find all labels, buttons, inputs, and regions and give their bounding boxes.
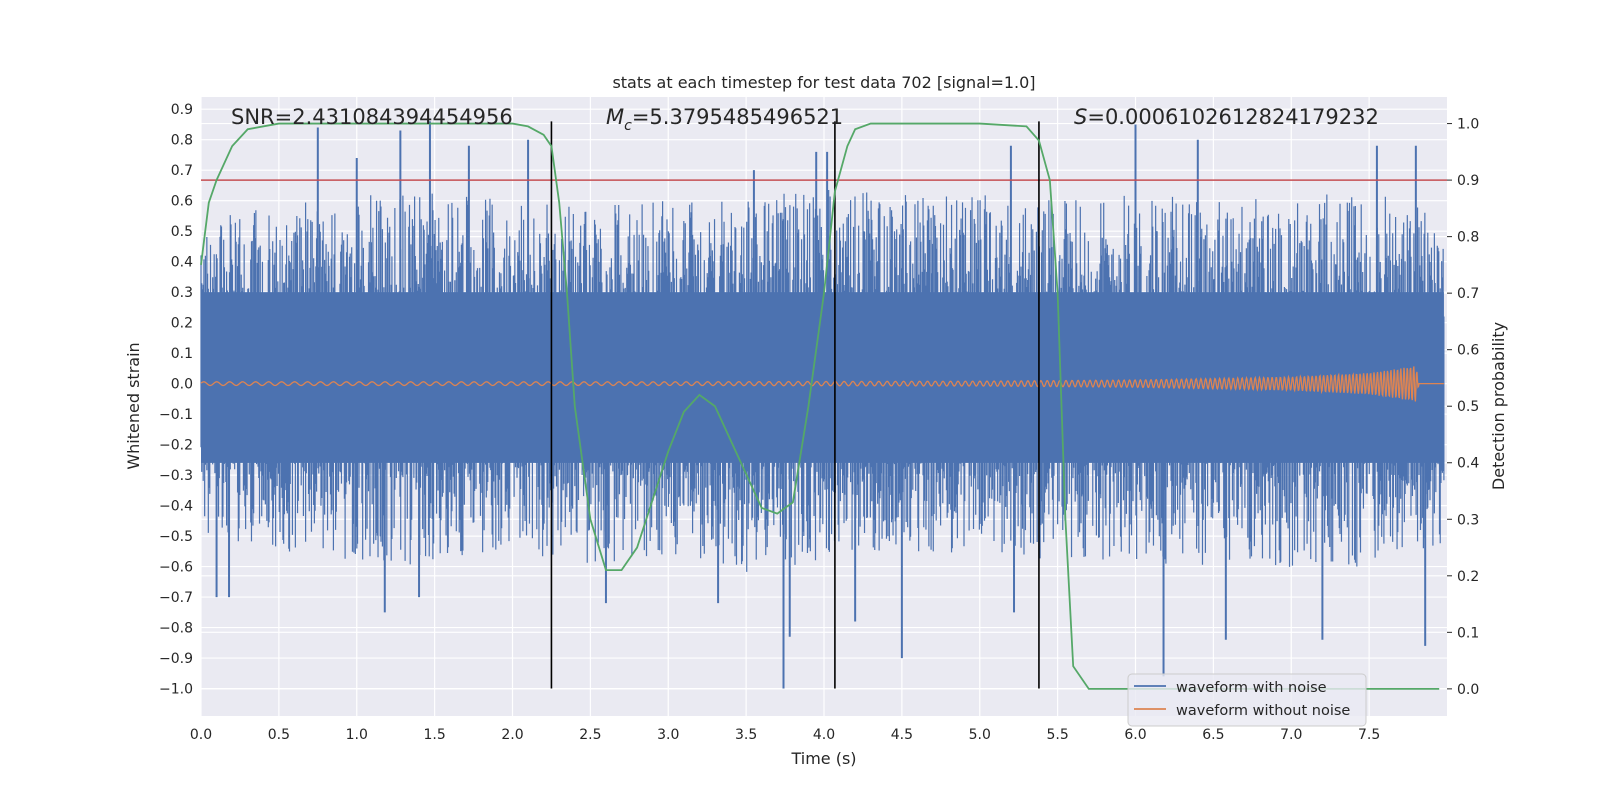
x-tick-label: 3.5 — [735, 727, 757, 743]
x-tick-label: 1.0 — [346, 727, 368, 743]
y-tick-label: −0.3 — [159, 468, 193, 484]
x-tick-label: 0.0 — [190, 727, 212, 743]
chart-title: stats at each timestep for test data 702… — [612, 73, 1035, 92]
legend: waveform with noise waveform without noi… — [1127, 673, 1367, 727]
y-tick-label: −0.8 — [159, 621, 193, 637]
vertical-markers — [550, 121, 1040, 689]
y-tick-label: 0.0 — [171, 377, 193, 393]
y2-tick-label: 0.3 — [1457, 512, 1479, 528]
clean-waveform-line — [200, 366, 1444, 402]
x-axis-label: Time (s) — [790, 749, 856, 768]
y-tick-label: −0.7 — [159, 590, 193, 606]
y2-tick-label: 0.5 — [1457, 399, 1479, 415]
x-tick-label: 6.0 — [1124, 727, 1146, 743]
y-tick-label: 0.5 — [171, 224, 193, 240]
y2-tick-label: 0.0 — [1457, 682, 1479, 698]
y-tick-label: −0.2 — [159, 438, 193, 454]
x-tick-label: 6.5 — [1202, 727, 1224, 743]
y2-tick-label: 0.7 — [1457, 286, 1479, 302]
x-tick-label: 3.0 — [657, 727, 679, 743]
y2-tick-label: 0.4 — [1457, 456, 1479, 472]
y-tick-label: −1.0 — [159, 682, 193, 698]
x-axis-ticks: 0.0 0.5 1.0 1.5 2.0 2.5 3.0 3.5 4.0 4.5 5.0 5.5 6.0 6… — [190, 727, 1380, 743]
y2-tick-label: 0.2 — [1457, 569, 1479, 585]
s-annotation: S=0.0006102612824179232 — [1074, 105, 1379, 129]
x-tick-label: 7.5 — [1358, 727, 1380, 743]
y2-axis-label: Detection probability — [1489, 322, 1508, 490]
y-tick-label: −0.9 — [159, 651, 193, 667]
y2-tick-label: 0.8 — [1457, 230, 1479, 246]
y2-tick-label: 0.1 — [1457, 625, 1479, 641]
y2-tick-label: 1.0 — [1457, 117, 1479, 133]
x-tick-label: 4.5 — [891, 727, 913, 743]
x-tick-label: 1.5 — [423, 727, 445, 743]
x-tick-label: 5.5 — [1046, 727, 1068, 743]
snr-annotation: SNR=2.431084394454956 — [231, 105, 513, 129]
y-tick-label: 0.9 — [171, 102, 193, 118]
x-tick-label: 2.5 — [579, 727, 601, 743]
y-tick-label: −0.6 — [159, 560, 193, 576]
detection-probability-line — [200, 122, 1440, 690]
y-tick-label: −0.5 — [159, 529, 193, 545]
y-tick-label: 0.3 — [171, 285, 193, 301]
mc-annotation: Mc=5.3795485496521 — [606, 105, 843, 134]
detection-probability-series — [200, 122, 1440, 690]
x-tick-label: 4.0 — [813, 727, 835, 743]
legend-label-noise: waveform with noise — [1176, 680, 1327, 696]
stats-annotations: SNR=2.431084394454956 Mc=5.3795485496521… — [231, 105, 1379, 134]
x-tick-label: 0.5 — [268, 727, 290, 743]
y-tick-label: 0.2 — [171, 316, 193, 332]
y-tick-label: 0.6 — [171, 194, 193, 210]
y-tick-label: 0.4 — [171, 255, 193, 271]
y-tick-label: −0.1 — [159, 407, 193, 423]
y-axis-label: Whitened strain — [124, 342, 143, 469]
y2-tick-label: 0.6 — [1457, 343, 1479, 359]
x-tick-label: 5.0 — [969, 727, 991, 743]
legend-box — [1127, 673, 1367, 727]
y-tick-label: 0.8 — [171, 133, 193, 149]
left-axis-ticks: 0.9 0.8 0.7 0.6 0.5 0.4 0.3 0.2 0.1 0.0 −0.1 −0.2 −0… — [159, 102, 193, 697]
right-axis-ticks: 1.0 0.9 0.8 0.7 0.6 0.5 0.4 0.3 0.2 0.1 0.0 — [1447, 117, 1479, 698]
noise-waveform-series — [200, 121, 1445, 689]
legend-label-clean: waveform without noise — [1176, 703, 1350, 719]
x-tick-label: 2.0 — [501, 727, 523, 743]
y-tick-label: −0.4 — [159, 499, 193, 515]
y-tick-label: 0.7 — [171, 163, 193, 179]
clean-waveform-series — [200, 366, 1444, 402]
y-tick-label: 0.1 — [171, 346, 193, 362]
noise-waveform-core — [201, 292, 1444, 463]
y2-tick-label: 0.9 — [1457, 173, 1479, 189]
x-tick-label: 7.0 — [1280, 727, 1302, 743]
